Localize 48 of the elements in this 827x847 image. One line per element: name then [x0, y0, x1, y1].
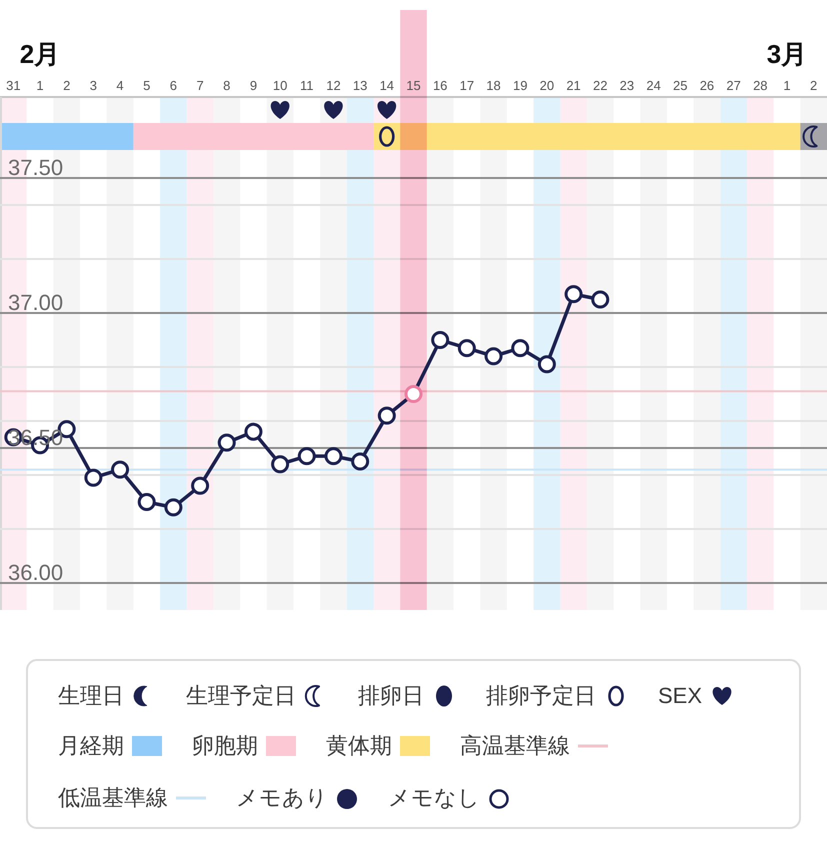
- x-tick-label: 1: [36, 78, 44, 93]
- x-tick-label: 8: [223, 78, 230, 93]
- legend-label: 高温基準線: [460, 733, 570, 758]
- x-tick-label: 24: [646, 78, 661, 93]
- text: 排卵予定日: [486, 683, 596, 708]
- x-tick-label: 7: [196, 78, 204, 93]
- x-tick-label: 9: [250, 78, 258, 93]
- x-tick-label: 4: [116, 78, 124, 93]
- text: 生理予定日: [186, 683, 296, 708]
- y-tick-label: 37.50: [8, 155, 64, 180]
- x-tick-label: 5: [143, 78, 150, 93]
- x-tick-label: 16: [432, 78, 448, 93]
- x-tick-label: 25: [673, 78, 688, 93]
- legend-label: メモなし: [388, 785, 480, 810]
- x-tick-label: 2: [63, 78, 70, 93]
- y-tick-label: 36.00: [8, 560, 64, 585]
- x-tick-label: 17: [460, 78, 474, 93]
- x-tick-label: 26: [700, 78, 714, 93]
- y-tick-label: 37.00: [8, 290, 64, 315]
- x-tick-label: 10: [272, 78, 288, 93]
- legend-label: 月経期: [58, 733, 124, 758]
- x-tick-label: 19: [512, 78, 528, 93]
- legend-label: 黄体期: [326, 733, 392, 758]
- x-tick-label: 28: [753, 78, 768, 93]
- x-tick-label: 31: [6, 78, 21, 93]
- x2-tick-label: 3月: [766, 39, 808, 69]
- x-tick-label: 18: [486, 78, 501, 93]
- legend-label: メモあり: [236, 785, 328, 810]
- x-tick-label: 6: [170, 78, 178, 93]
- x-tick-label: 13: [352, 78, 368, 93]
- x-tick-label: 15: [406, 78, 421, 93]
- x-tick-label: 14: [380, 78, 394, 93]
- legend-label: 低温基準線: [58, 785, 168, 810]
- x-tick-label: 20: [540, 78, 554, 93]
- x-tick-label: 23: [620, 78, 634, 93]
- text: 生理日: [58, 683, 124, 708]
- x2-tick-label: 2月: [20, 39, 60, 69]
- x-tick-label: 11: [300, 78, 314, 93]
- x-tick-label: 1: [783, 78, 791, 93]
- x-tick-label: 2: [810, 78, 818, 93]
- x-tick-label: 3: [90, 78, 97, 93]
- x-tick-label: 12: [326, 78, 341, 93]
- x-tick-label: 27: [726, 78, 741, 93]
- text: 排卵日: [358, 683, 424, 708]
- x-tick-label: 22: [593, 78, 608, 93]
- text: SEX: [658, 683, 702, 708]
- x-tick-label: 21: [566, 78, 581, 93]
- legend-label: 卵胞期: [192, 733, 258, 758]
